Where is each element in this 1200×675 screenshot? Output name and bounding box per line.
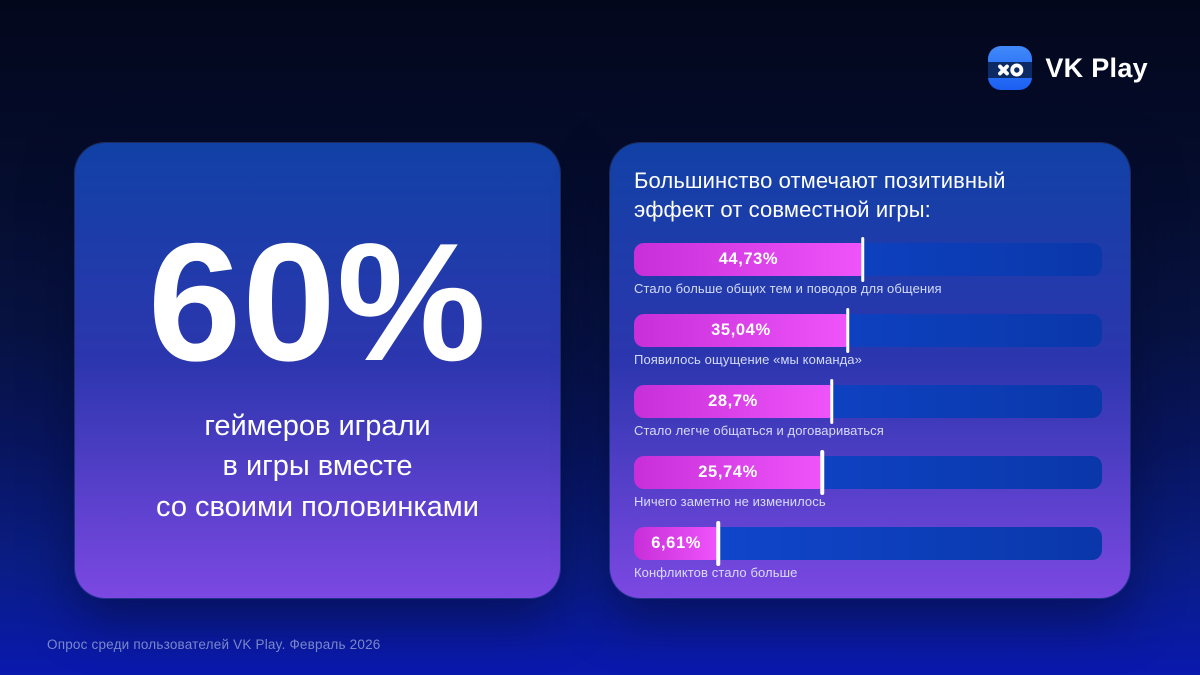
bar-row: 35,04% Появилось ощущение «мы команда» <box>634 308 1102 369</box>
bar-row: 28,7% Стало легче общаться и договариват… <box>634 379 1102 440</box>
bar-track: 35,04% <box>634 308 1102 354</box>
bar-divider-tick <box>716 521 720 567</box>
stat-value: 60% <box>147 208 488 397</box>
bar-fill: 6,61% <box>634 527 719 561</box>
bar-divider-tick <box>830 379 834 425</box>
bar-fill: 28,7% <box>634 385 832 419</box>
bar-divider-tick <box>846 308 850 354</box>
bar-caption: Появилось ощущение «мы команда» <box>634 352 862 368</box>
stat-caption-line-2: в игры вместе <box>222 450 413 483</box>
bar-value-label: 25,74% <box>698 463 758 482</box>
bar-caption: Стало легче общаться и договариваться <box>634 423 884 439</box>
bar-value-label: 6,61% <box>651 534 702 553</box>
stat-caption-line-1: геймеров играли <box>204 410 431 443</box>
stat-card: 60% геймеров играли в игры вместе со сво… <box>75 143 560 598</box>
bar-row: 25,74% Ничего заметно не изменилось <box>634 450 1102 511</box>
bar-row: 6,61% Конфликтов стало больше <box>634 521 1102 582</box>
chart-title-line-2: эффект от совместной игры: <box>634 197 931 223</box>
bar-caption: Конфликтов стало больше <box>634 565 798 581</box>
bar-divider-tick <box>820 450 824 496</box>
bar-fill: 35,04% <box>634 314 848 348</box>
bar-track: 44,73% <box>634 237 1102 283</box>
stat-caption: геймеров играли в игры вместе со своими … <box>156 406 479 526</box>
bar-fill: 25,74% <box>634 456 823 490</box>
bar-caption: Ничего заметно не изменилось <box>634 494 826 510</box>
chart-title: Большинство отмечают позитивный эффект о… <box>634 166 1102 224</box>
chart-title-line-1: Большинство отмечают позитивный <box>634 168 1006 193</box>
bar-fill: 44,73% <box>634 243 863 277</box>
bar-row: 44,73% Стало больше общих тем и поводов … <box>634 237 1102 298</box>
bar-value-label: 35,04% <box>711 321 771 340</box>
bar-track: 28,7% <box>634 379 1102 425</box>
bar-value-label: 44,73% <box>718 250 779 269</box>
chart-card: Большинство отмечают позитивный эффект о… <box>610 143 1130 598</box>
bar-track: 6,61% <box>634 521 1102 567</box>
bar-caption: Стало больше общих тем и поводов для общ… <box>634 281 942 297</box>
bar-value-label: 28,7% <box>708 392 758 411</box>
vk-play-gamepad-icon <box>988 46 1033 90</box>
brand: VK Play <box>988 46 1148 90</box>
bar-track: 25,74% <box>634 450 1102 496</box>
bar-divider-tick <box>861 237 865 283</box>
stat-caption-line-3: со своими половинками <box>156 490 479 523</box>
footer-note: Опрос среди пользователей VK Play. Февра… <box>47 637 381 652</box>
brand-name: VK Play <box>1045 52 1148 83</box>
bars: 44,73% Стало больше общих тем и поводов … <box>634 237 1102 582</box>
